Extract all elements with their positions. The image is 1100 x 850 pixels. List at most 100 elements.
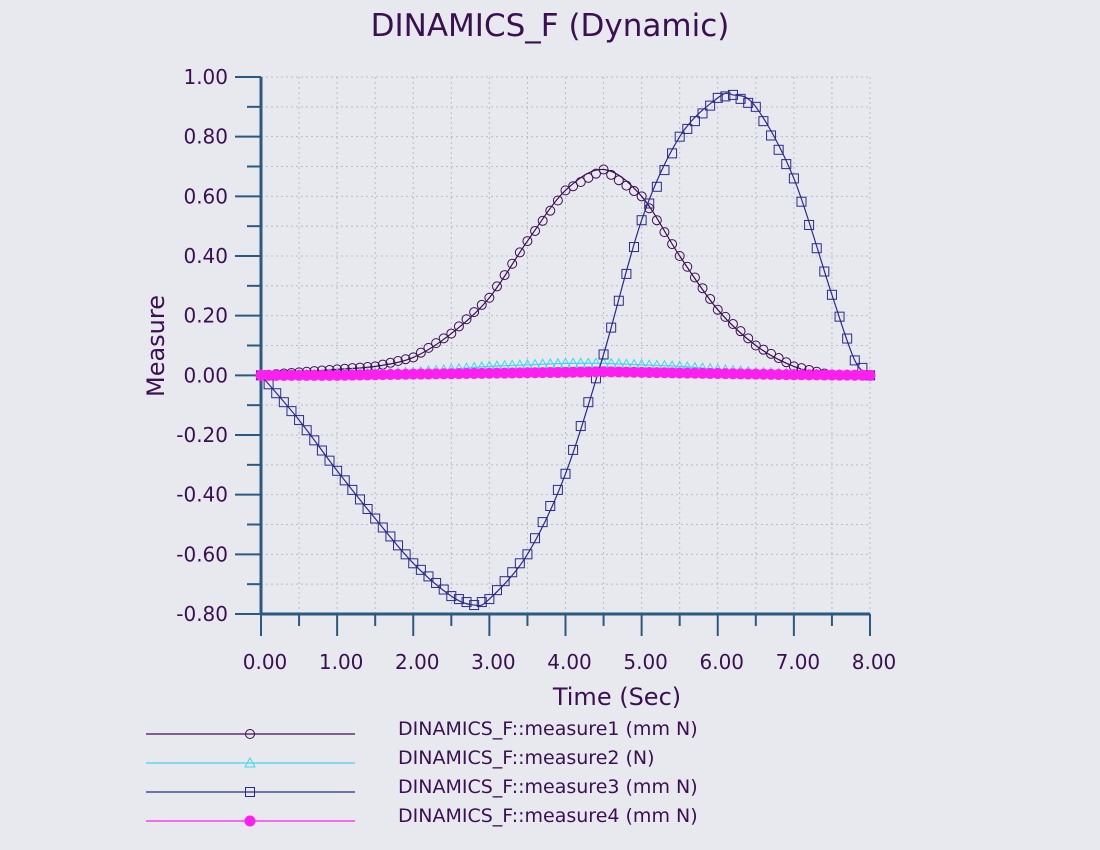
x-tick-label: 7.00	[776, 650, 821, 674]
data-point	[727, 89, 738, 100]
data-point	[476, 299, 487, 310]
data-point	[415, 564, 426, 575]
data-point	[834, 311, 845, 322]
legend-marker	[245, 729, 255, 739]
legend-marker	[244, 815, 256, 827]
data-point	[552, 195, 563, 206]
data-point	[705, 293, 716, 304]
data-point	[408, 558, 419, 569]
data-point	[735, 93, 746, 104]
data-point	[667, 148, 678, 159]
y-tick-label: -0.40	[176, 483, 228, 507]
data-point	[309, 435, 320, 446]
x-tick-label: 8.00	[852, 650, 897, 674]
data-point	[613, 295, 624, 306]
data-point	[727, 319, 738, 330]
x-axis-label: Time (Sec)	[552, 683, 681, 711]
data-point	[621, 268, 632, 279]
data-point	[606, 169, 617, 180]
legend-label: DINAMICS_F::measure2 (N)	[398, 747, 655, 769]
legend: DINAMICS_F::measure1 (mm N)DINAMICS_F::m…	[146, 718, 698, 827]
legend-marker	[245, 787, 255, 797]
data-point	[697, 108, 708, 119]
data-point	[301, 425, 312, 436]
data-point	[613, 175, 624, 186]
data-point	[408, 352, 419, 363]
data-point	[339, 475, 350, 486]
data-point	[629, 242, 640, 253]
grid	[261, 76, 871, 615]
data-point	[400, 354, 411, 365]
data-point	[743, 97, 754, 108]
data-point	[750, 101, 761, 112]
data-point	[316, 445, 327, 456]
legend-marker	[244, 756, 256, 768]
data-point	[507, 567, 518, 578]
data-point	[537, 215, 548, 226]
data-point	[781, 357, 792, 368]
legend-label: DINAMICS_F::measure1 (mm N)	[398, 718, 698, 740]
data-point	[332, 465, 343, 476]
data-point	[804, 219, 815, 230]
data-point	[606, 322, 617, 333]
data-point	[545, 501, 556, 512]
data-point	[431, 577, 442, 588]
data-point	[377, 522, 388, 533]
data-point	[583, 397, 594, 408]
data-point	[461, 597, 472, 608]
data-point	[712, 304, 723, 315]
data-point	[370, 513, 381, 524]
data-point	[826, 289, 837, 300]
data-point	[393, 356, 404, 367]
data-point	[438, 333, 449, 344]
data-point	[514, 247, 525, 258]
data-point	[377, 359, 388, 370]
chart-title: DINAMICS_F (Dynamic)	[371, 8, 730, 44]
data-point	[766, 348, 777, 359]
data-point	[294, 415, 305, 426]
data-point	[530, 533, 541, 544]
data-point	[438, 584, 449, 595]
data-point	[484, 292, 495, 303]
data-point	[484, 594, 495, 605]
data-point	[819, 266, 830, 277]
data-point	[446, 591, 457, 602]
data-point	[560, 185, 571, 196]
data-point	[522, 549, 533, 560]
data-point	[514, 558, 525, 569]
data-point	[286, 406, 297, 417]
x-tick-label: 1.00	[319, 650, 364, 674]
data-point	[674, 131, 685, 142]
legend-entry-4: DINAMICS_F::measure4 (mm N)	[146, 805, 698, 827]
data-point	[773, 144, 784, 155]
data-point	[758, 116, 769, 127]
data-point	[522, 236, 533, 247]
data-point	[849, 355, 860, 366]
data-point	[530, 225, 541, 236]
y-tick-label: -0.60	[176, 542, 228, 566]
data-point	[545, 205, 556, 216]
legend-label: DINAMICS_F::measure3 (mm N)	[398, 776, 698, 798]
data-point	[499, 576, 510, 587]
y-tick-label: 0.00	[183, 363, 228, 387]
y-tick-label: -0.80	[176, 602, 228, 626]
data-point	[431, 338, 442, 349]
data-point	[689, 116, 700, 127]
data-point	[476, 597, 487, 608]
data-point	[423, 342, 434, 353]
data-point	[750, 340, 761, 351]
data-point	[324, 455, 335, 466]
x-tick-label: 3.00	[471, 650, 516, 674]
data-point	[598, 349, 609, 360]
data-point	[720, 311, 731, 322]
data-point	[568, 181, 579, 192]
data-point	[682, 261, 693, 272]
x-tick-label: 2.00	[395, 650, 440, 674]
data-point	[682, 123, 693, 134]
y-tick-label: 0.20	[183, 304, 228, 328]
ticks: 0.00 1.00 2.00 3.00 4.00 5.00 6.00 7.00 8.00 1.00…	[176, 65, 896, 674]
data-point	[354, 494, 365, 505]
data-point	[537, 517, 548, 528]
data-point	[758, 344, 769, 355]
